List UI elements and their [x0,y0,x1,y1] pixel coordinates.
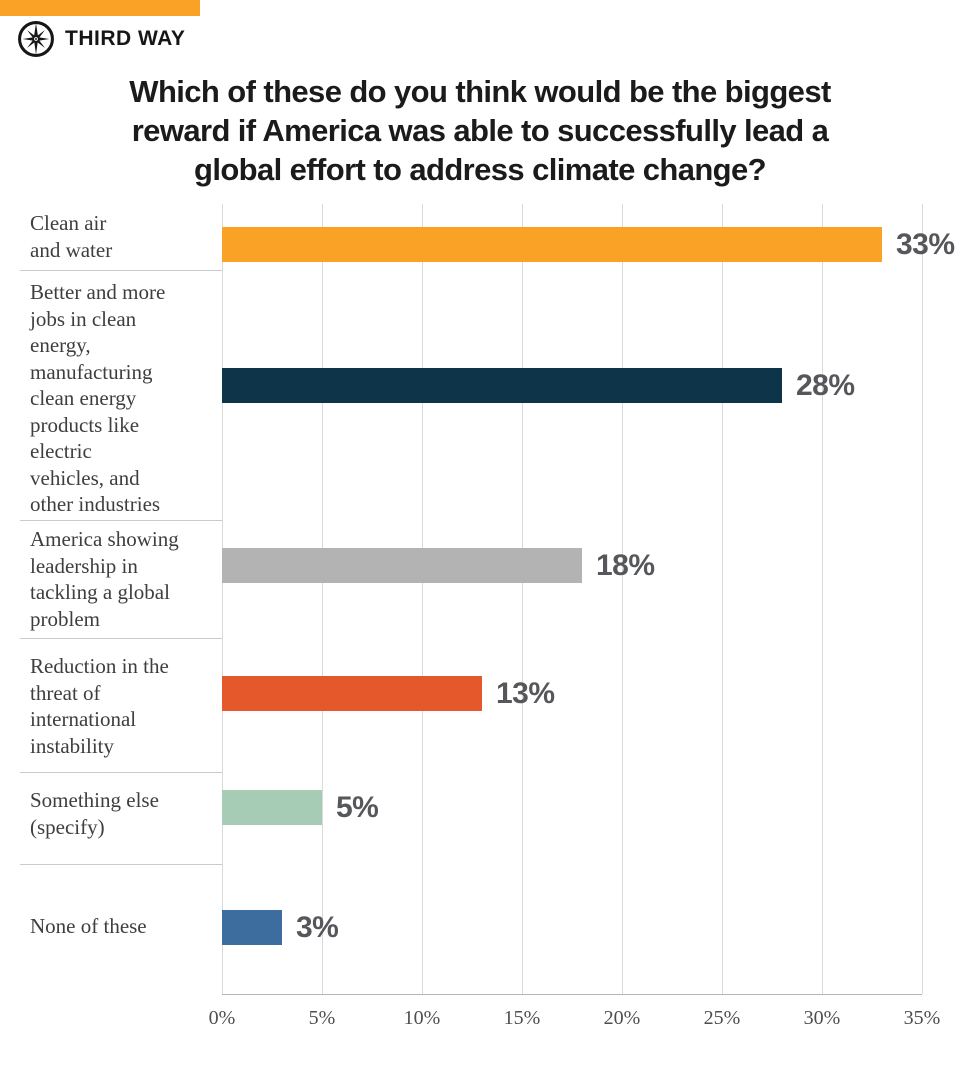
bar-value-label: 5% [336,791,379,824]
bar-value-label: 28% [796,369,855,402]
category-label: Better and more jobs in clean energy, ma… [30,280,166,516]
chart-row: Something else (specify) 5% [0,772,960,864]
bar [222,790,322,825]
gridline [722,204,723,994]
category-label: Clean air and water [30,211,113,262]
chart-row: Better and more jobs in clean energy, ma… [0,270,960,520]
bar-value-label: 18% [596,549,655,582]
x-axis-tick-label: 5% [308,1007,336,1029]
bar [222,227,882,262]
bar-value-label: 3% [296,911,339,944]
x-axis-tick-label: 25% [703,1007,741,1029]
x-axis-tick-label: 15% [503,1007,541,1029]
chart-title-line: reward if America was able to successful… [131,113,829,148]
chart-title-line: global effort to address climate change? [193,152,767,187]
bar-chart: Clean air and water 33% Better and more … [0,204,960,1029]
category-label: None of these [30,914,147,938]
bar [222,676,482,711]
chart-title: Which of these do you think would be the… [0,72,960,189]
bar [222,368,782,403]
category-label: Reduction in the threat of international… [30,654,169,758]
chart-row: America showing leadership in tackling a… [0,520,960,638]
plot-gridlines [222,204,923,995]
chart-row: Reduction in the threat of international… [0,638,960,772]
x-axis-tick-label: 0% [208,1007,236,1029]
category-label: America showing leadership in tackling a… [30,527,179,631]
x-axis-tick-label: 10% [403,1007,441,1029]
chart-title-line: Which of these do you think would be the… [129,74,831,109]
chart-row: Clean air and water 33% [0,204,960,270]
compass-star-icon [17,20,55,58]
x-axis-tick-label: 30% [803,1007,841,1029]
chart-rows: Clean air and water 33% Better and more … [0,204,960,995]
gridline [622,204,623,994]
bar-value-label: 33% [896,228,955,261]
x-axis-labels: 0% 5% 10% 15% 20% 25% 30% 35% [209,995,941,1041]
brand-name: THIRD WAY [65,27,186,50]
bar [222,548,582,583]
gridline [522,204,523,994]
chart-row: None of these 3% [0,864,960,995]
brand-accent-bar [0,0,200,16]
category-label: Something else (specify) [30,788,159,839]
x-axis-tick-label: 20% [603,1007,641,1029]
bar [222,910,282,945]
gridline [422,204,423,994]
bar-value-label: 13% [496,677,555,710]
brand-logo: THIRD WAY [17,20,185,58]
gridline [922,204,923,994]
gridline [322,204,323,994]
gridline [222,204,223,994]
x-axis-tick-label: 35% [903,1007,941,1029]
gridline [822,204,823,994]
